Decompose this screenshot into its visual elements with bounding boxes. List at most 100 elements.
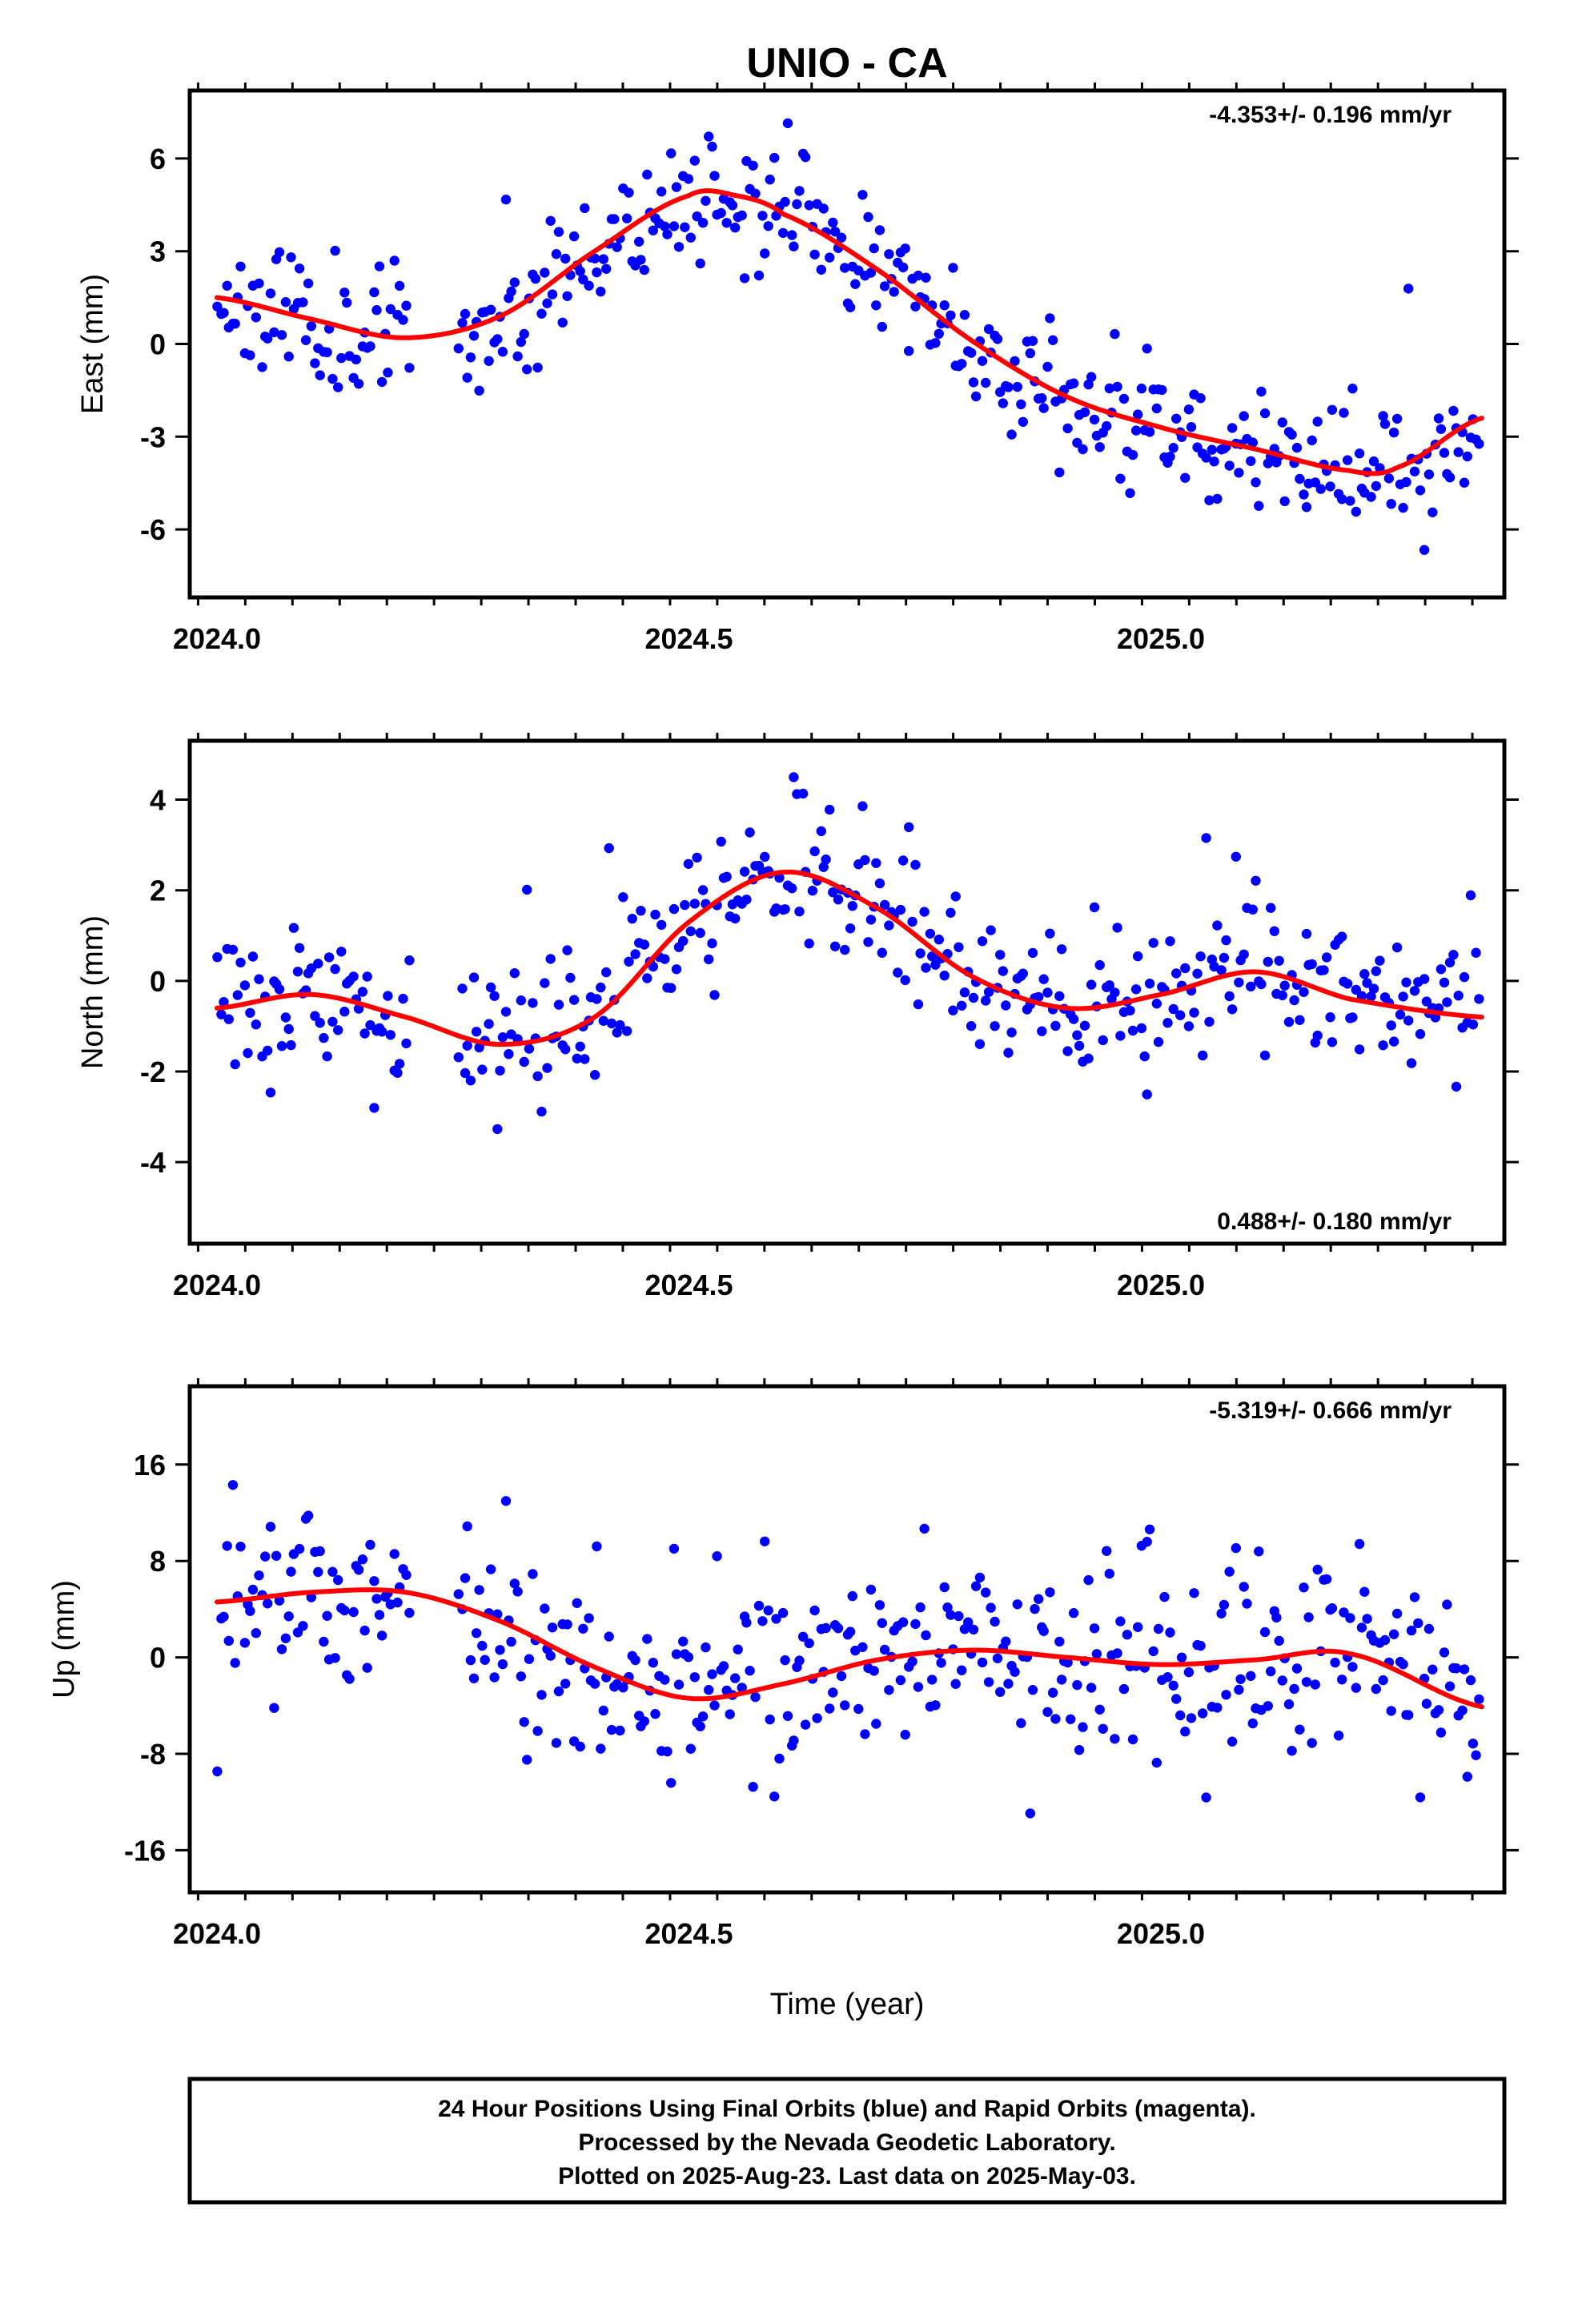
up-point <box>212 1766 223 1777</box>
north-point <box>1221 935 1231 946</box>
east-point <box>1130 425 1142 436</box>
north-point <box>565 972 576 983</box>
east-point <box>889 287 899 297</box>
east-point <box>939 300 950 311</box>
north-point <box>797 788 809 799</box>
east-point <box>1239 411 1249 421</box>
up-point <box>247 1584 259 1595</box>
east-point <box>639 264 649 275</box>
up-point <box>977 1657 988 1668</box>
east-point <box>457 318 468 328</box>
east-point <box>1401 476 1411 488</box>
up-point <box>1144 1524 1155 1535</box>
up-point <box>970 1581 982 1591</box>
east-point <box>816 264 826 275</box>
up-point <box>1086 1683 1097 1693</box>
east-point <box>512 351 523 362</box>
north-point <box>1224 991 1235 1002</box>
north-point <box>1239 949 1249 960</box>
north-point <box>239 980 251 991</box>
east-point <box>592 267 602 278</box>
north-point <box>528 998 538 1008</box>
east-point <box>560 253 571 264</box>
east-point <box>497 347 508 357</box>
up-point <box>540 1603 550 1614</box>
up-point <box>936 1658 946 1668</box>
up-point <box>598 1705 608 1716</box>
north-point <box>601 967 612 978</box>
east-point <box>1474 439 1484 449</box>
north-point <box>745 827 755 838</box>
east-point <box>737 210 747 221</box>
north-point <box>1468 1019 1479 1030</box>
east-point <box>306 321 316 332</box>
up-point <box>1115 1616 1126 1626</box>
up-point <box>1142 1537 1152 1547</box>
up-point <box>230 1658 240 1668</box>
up-point <box>1042 1707 1053 1717</box>
east-point <box>727 200 738 211</box>
east-point <box>519 328 529 340</box>
up-point <box>704 1685 714 1695</box>
north-point <box>1448 950 1459 960</box>
east-point <box>254 278 264 289</box>
north-point <box>825 804 835 815</box>
east-point <box>836 232 847 243</box>
up-point <box>344 1674 355 1684</box>
east-point <box>716 207 726 219</box>
east-point <box>636 255 646 265</box>
east-y-tick-label: -6 <box>140 513 166 546</box>
east-point <box>484 356 494 366</box>
east-x-tick-label: 2024.5 <box>644 622 733 655</box>
up-point <box>1406 1625 1417 1636</box>
up-point <box>1025 1808 1036 1819</box>
east-point <box>879 281 890 292</box>
east-rate-label: -4.353+/- 0.196 mm/yr <box>1209 102 1452 128</box>
up-point <box>1089 1623 1100 1634</box>
north-point <box>630 949 640 959</box>
up-point <box>1259 1626 1271 1638</box>
up-point <box>1266 1666 1276 1677</box>
north-point <box>336 947 347 957</box>
up-point <box>639 1716 649 1727</box>
east-point <box>1291 442 1303 453</box>
footer-box: 24 Hour Positions Using Final Orbits (bl… <box>187 2077 1507 2205</box>
north-point <box>223 1014 234 1024</box>
north-point <box>1018 968 1029 979</box>
east-point <box>286 252 296 263</box>
north-point <box>959 987 970 998</box>
up-point <box>1333 1731 1344 1741</box>
north-point <box>669 903 680 915</box>
up-point <box>485 1564 496 1574</box>
east-point <box>1368 456 1379 467</box>
up-point <box>269 1703 279 1713</box>
up-point <box>1171 1694 1182 1704</box>
east-point <box>669 221 680 231</box>
east-point <box>327 373 338 384</box>
up-point <box>512 1586 523 1597</box>
north-point <box>966 1021 977 1031</box>
north-point <box>865 915 877 925</box>
north-point <box>212 952 223 963</box>
east-point <box>1144 427 1155 437</box>
east-point <box>1439 448 1450 458</box>
north-point <box>685 926 696 937</box>
east-point <box>462 372 472 383</box>
east-point <box>828 217 838 228</box>
up-point <box>1216 1608 1227 1619</box>
east-point <box>339 287 350 298</box>
up-point <box>983 1677 994 1687</box>
east-point <box>968 377 979 388</box>
north-x-tick-label: 2024.5 <box>644 1269 733 1301</box>
up-point <box>1459 1664 1470 1675</box>
up-point <box>669 1543 680 1554</box>
north-point <box>509 968 520 979</box>
up-point <box>1291 1663 1303 1674</box>
east-point <box>568 231 580 242</box>
east-point <box>634 236 644 247</box>
east-point <box>1247 437 1259 448</box>
east-point <box>1183 404 1195 415</box>
up-point <box>707 1669 717 1679</box>
north-point <box>946 907 956 919</box>
up-point <box>276 1644 287 1655</box>
